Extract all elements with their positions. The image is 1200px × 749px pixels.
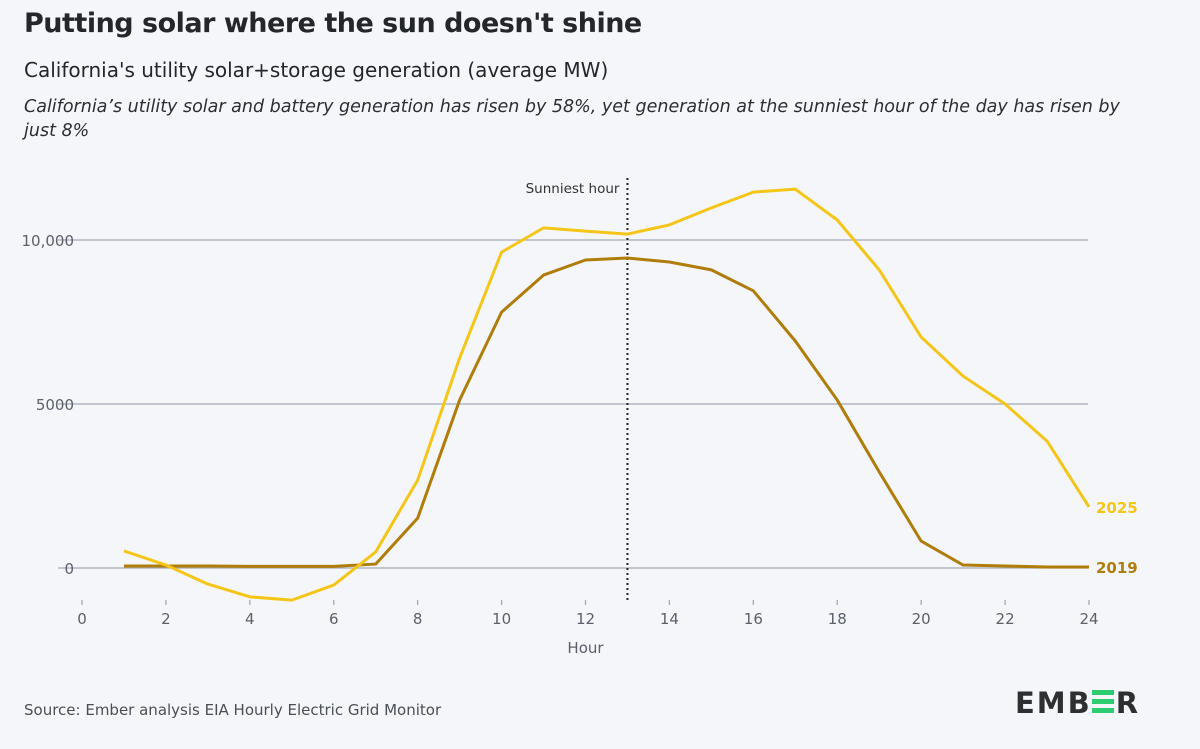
x-tick-label: 2 xyxy=(161,610,171,628)
series-label-2019: 2019 xyxy=(1096,559,1138,577)
sunniest-hour-label: Sunniest hour xyxy=(526,181,620,197)
x-tick-label: 4 xyxy=(245,610,255,628)
x-tick-label: 12 xyxy=(576,610,595,628)
y-tick-label: 5000 xyxy=(36,396,74,414)
chart-title: Putting solar where the sun doesn't shin… xyxy=(24,8,642,39)
y-tick-label: 10,000 xyxy=(22,232,75,250)
x-tick-label: 20 xyxy=(912,610,931,628)
series-line-2025 xyxy=(123,187,1091,602)
chart-description: California’s utility solar and battery g… xyxy=(24,97,1120,141)
series-label-2025: 2025 xyxy=(1096,499,1138,517)
ember-logo: EMB R xyxy=(1015,686,1141,720)
x-tick-label: 0 xyxy=(77,610,87,628)
x-tick-label: 22 xyxy=(996,610,1015,628)
series-line-2019 xyxy=(123,256,1089,569)
x-tick-label: 10 xyxy=(492,610,511,628)
x-axis-label: Hour xyxy=(567,639,604,657)
x-tick-label: 18 xyxy=(828,610,847,628)
logo-e-icon xyxy=(1091,690,1114,714)
source-note: Source: Ember analysis EIA Hourly Electr… xyxy=(24,701,442,719)
x-tick-label: 24 xyxy=(1079,610,1098,628)
x-tick-label: 6 xyxy=(329,610,339,628)
chart-subtitle: California's utility solar+storage gener… xyxy=(24,58,609,82)
x-tick-label: 14 xyxy=(660,610,679,628)
x-tick-label: 16 xyxy=(744,610,763,628)
logo-bar xyxy=(1091,708,1114,713)
x-tick-label: 8 xyxy=(413,610,423,628)
logo-bar xyxy=(1091,699,1114,704)
y-tick-label: 0 xyxy=(64,560,74,578)
logo-bar xyxy=(1091,690,1114,695)
